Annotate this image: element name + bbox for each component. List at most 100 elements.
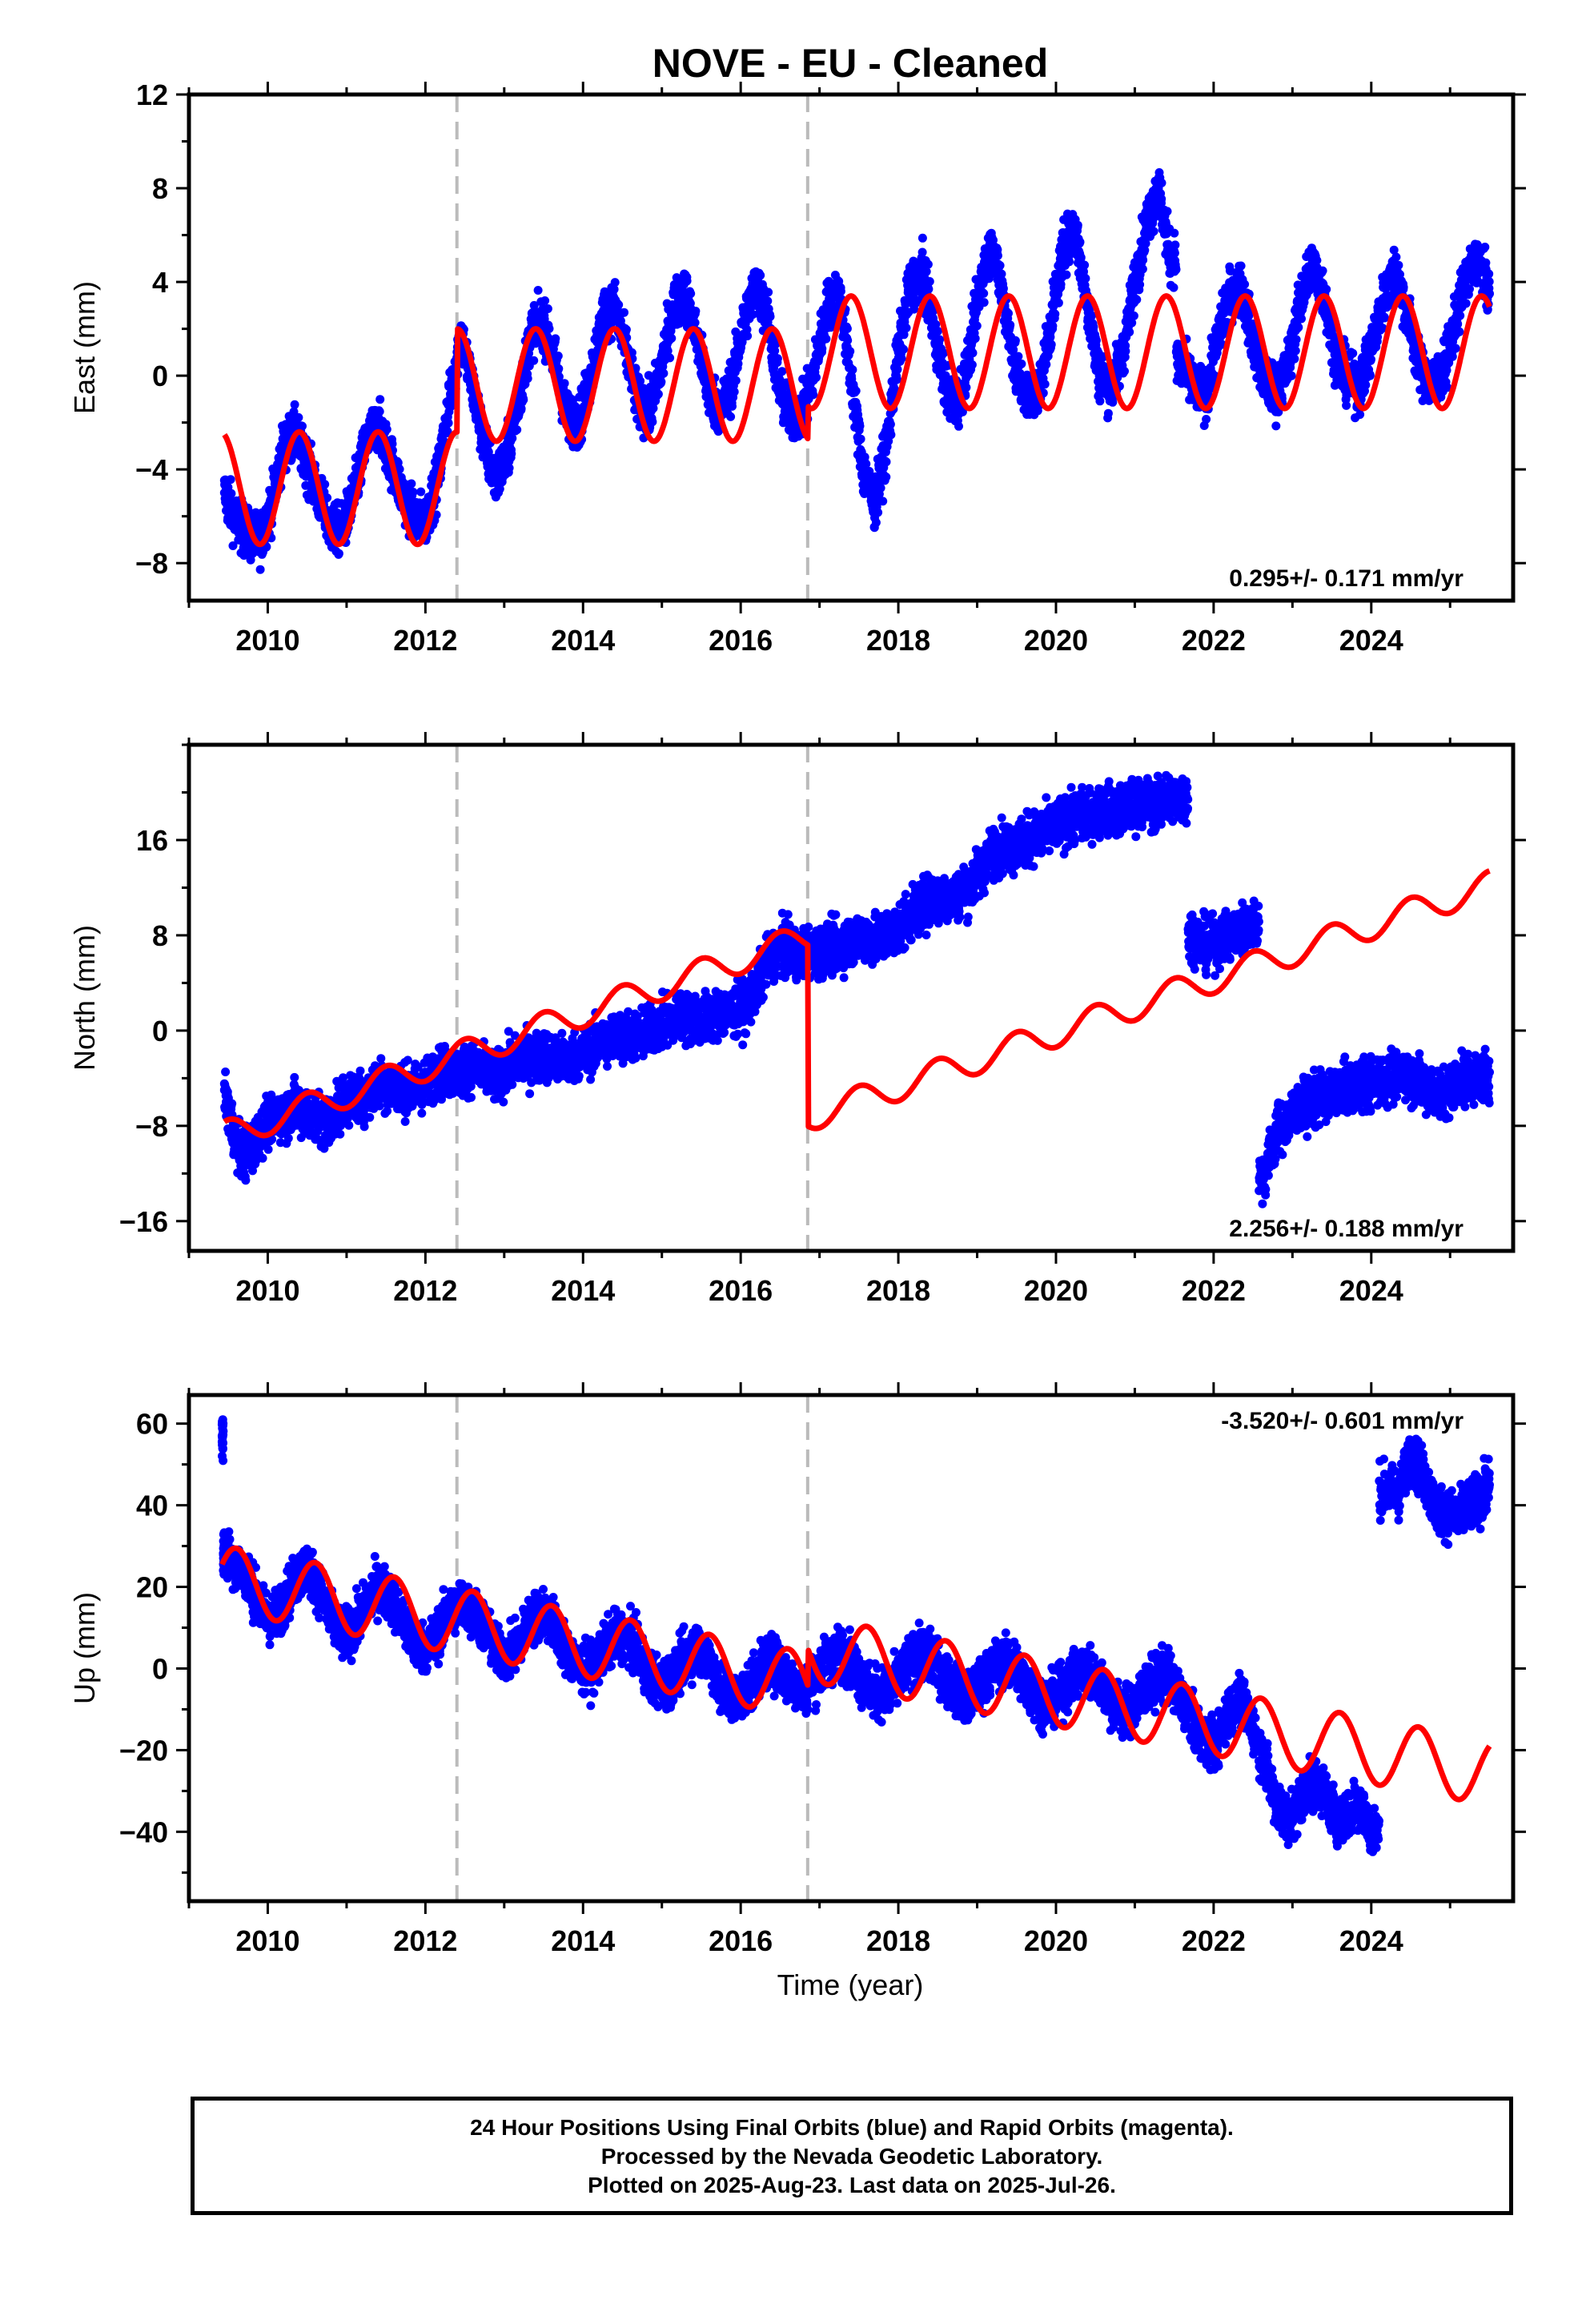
data-point [1103, 408, 1113, 418]
data-point [764, 287, 773, 297]
data-point [1062, 270, 1071, 279]
data-point [1010, 336, 1020, 345]
data-point [512, 425, 522, 435]
data-point [416, 487, 426, 497]
data-point [917, 247, 927, 257]
data-point [691, 307, 701, 316]
data-point [656, 377, 666, 387]
data-point [1054, 298, 1063, 308]
data-point [560, 379, 569, 388]
data-point [659, 368, 669, 378]
data-point [407, 479, 416, 489]
data-point [871, 518, 881, 527]
data-point [1095, 396, 1105, 406]
data-point [1046, 340, 1056, 349]
data-point [1080, 260, 1090, 270]
data-point [375, 407, 384, 416]
data-point [726, 412, 736, 421]
data-point [523, 374, 532, 384]
data-point [809, 390, 818, 400]
data-point [504, 463, 514, 472]
data-point [1125, 328, 1134, 337]
data-point [334, 549, 343, 558]
data-point [901, 324, 911, 332]
data-point [375, 395, 385, 404]
data-point [408, 488, 418, 497]
data-point [878, 497, 888, 506]
data-point [1170, 240, 1180, 250]
data-point [993, 251, 1002, 260]
chart-title: NOVE - EU - Cleaned [652, 41, 1049, 86]
data-point [1081, 274, 1090, 283]
data-point [1236, 261, 1246, 271]
data-point [298, 421, 307, 431]
data-point [1065, 257, 1074, 267]
data-point [1120, 367, 1129, 376]
data-point [1169, 283, 1178, 292]
data-point [924, 284, 934, 294]
data-point [1170, 228, 1179, 238]
data-point [1048, 321, 1058, 331]
data-point [1089, 322, 1098, 332]
data-point [979, 298, 989, 308]
data-point [967, 360, 977, 369]
data-point [620, 308, 628, 317]
data-point [382, 424, 391, 434]
data-point [1017, 359, 1026, 368]
data-point [843, 336, 853, 345]
data-point [540, 296, 550, 305]
data-point [1138, 255, 1148, 265]
data-point [925, 277, 934, 286]
data-point [1006, 320, 1015, 330]
data-point [886, 430, 896, 440]
data-point [290, 400, 299, 409]
data-point [1291, 346, 1300, 356]
data-point [1129, 311, 1138, 320]
data-point [972, 321, 982, 331]
data-point [893, 364, 902, 374]
data-point [917, 233, 927, 243]
data-point [876, 483, 885, 493]
data-point [729, 387, 739, 396]
data-point [1149, 227, 1158, 236]
data-point [821, 334, 831, 344]
data-point [979, 288, 989, 298]
data-point [648, 417, 657, 427]
data-point [1091, 336, 1101, 345]
data-point [690, 318, 700, 328]
data-point [855, 421, 865, 431]
data-point [777, 367, 787, 376]
data-point [1202, 415, 1211, 424]
data-point [553, 352, 563, 360]
data-point [533, 286, 543, 295]
east-panel: 2010 2012 2014 2016 2018 2020 2022 2024−8−40481… [68, 78, 1526, 657]
data-point [773, 354, 782, 364]
data-point [667, 333, 677, 343]
data-point [551, 334, 560, 344]
data-point [743, 332, 753, 340]
data-point [255, 565, 265, 574]
data-point [444, 418, 453, 428]
data-point [845, 347, 855, 356]
data-point [1138, 264, 1147, 274]
data-point [228, 541, 238, 550]
data-point [954, 421, 963, 431]
data-point [935, 335, 945, 344]
data-point [294, 412, 303, 422]
data-point [1157, 194, 1166, 203]
data-point [856, 434, 865, 444]
data-point [1162, 207, 1172, 216]
data-point [543, 304, 552, 313]
data-point [1075, 237, 1085, 247]
data-point [756, 271, 765, 280]
data-point [226, 475, 235, 485]
data-point [962, 383, 971, 392]
data-point [842, 324, 852, 333]
data-point [289, 407, 299, 416]
data-point [851, 386, 861, 396]
data-point [1014, 352, 1023, 361]
data-point [812, 372, 821, 382]
data-point [881, 472, 891, 482]
data-point [320, 480, 330, 489]
